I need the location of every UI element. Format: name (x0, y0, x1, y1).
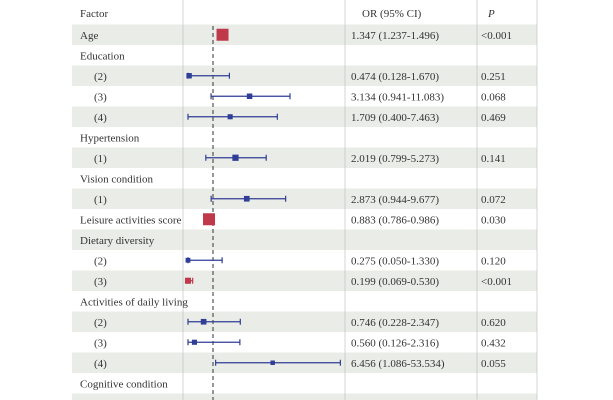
group-label: Education (80, 50, 125, 62)
point-estimate (191, 339, 197, 345)
row-stripe (72, 147, 537, 168)
group-label: Cognitive condition (80, 378, 168, 390)
factor-label: (1) (94, 153, 107, 165)
or-ci-value: 0.275 (0.050-1.330) (351, 255, 439, 267)
or-ci-value: 0.199 (0.069-0.530) (351, 276, 439, 288)
row-stripe (72, 106, 537, 127)
or-ci-value: 0.883 (0.786-0.986) (351, 214, 439, 226)
p-value: 0.141 (481, 153, 506, 165)
or-ci-value: 6.769 (2.629-18.916) (351, 399, 445, 400)
point-estimate (200, 318, 207, 325)
factor-label: (3) (94, 276, 107, 288)
point-estimate (227, 114, 233, 120)
factor-label: (4) (94, 112, 107, 124)
point-estimate (186, 73, 192, 79)
table-header: Factor OR (95% CI) P (80, 8, 495, 20)
factor-label: (2) (94, 255, 107, 267)
table-cells: Age 1.347 (1.237-1.496) <0.001 Education (2)… (80, 30, 512, 400)
row-stripe (72, 65, 537, 86)
factor-label: (1) (94, 399, 107, 400)
point-estimate (203, 213, 216, 226)
row-stripe (72, 311, 537, 332)
or-ci-value: 1.347 (1.237-1.496) (351, 30, 439, 42)
p-value: 0.030 (481, 214, 506, 226)
or-ci-value: 2.019 (0.799-5.273) (351, 153, 439, 165)
factor-label: (3) (94, 337, 107, 349)
row-stripe (72, 270, 537, 291)
or-ci-value: 1.709 (0.400-7.463) (351, 112, 439, 124)
p-value: <0.001 (481, 276, 512, 288)
or-ci-value: 0.746 (0.228-2.347) (351, 317, 439, 329)
row-stripe (72, 24, 537, 45)
group-label: Dietary diversity (80, 235, 155, 247)
row-stripes (72, 24, 537, 400)
factor-column-header: Factor (80, 8, 108, 20)
or-ci-value: 6.456 (1.086-53.534) (351, 358, 445, 370)
factor-label: Age (80, 30, 98, 42)
point-estimate (246, 93, 253, 100)
point-estimate (216, 28, 229, 41)
p-column-header: P (487, 8, 495, 20)
factor-label: Leisure activities score (80, 214, 182, 226)
group-label: Activities of daily living (80, 296, 188, 308)
point-estimate (243, 195, 250, 202)
factor-label: (2) (94, 317, 107, 329)
factor-label: (1) (94, 194, 107, 206)
or-ci-value: 2.873 (0.944-9.677) (351, 194, 439, 206)
group-label: Hypertension (80, 132, 140, 144)
factor-label: (4) (94, 358, 107, 370)
p-value: 0.251 (481, 71, 506, 83)
or-ci-column-header: OR (95% CI) (362, 8, 422, 20)
or-ci-value: 3.134 (0.941-11.083) (351, 91, 444, 103)
p-value: <0.001 (481, 30, 512, 42)
factor-label: (2) (94, 71, 107, 83)
column-dividers (182, 0, 538, 400)
row-stripe (72, 229, 537, 250)
p-value: 0.072 (481, 194, 506, 206)
point-estimate (270, 360, 275, 365)
p-value: 0.620 (481, 317, 506, 329)
group-label: Vision condition (80, 173, 153, 185)
p-value: 0.068 (481, 91, 506, 103)
factor-label: (3) (94, 91, 107, 103)
or-ci-value: 0.474 (0.128-1.670) (351, 71, 439, 83)
point-estimate (184, 277, 192, 284)
p-value: 0.469 (481, 112, 506, 124)
row-stripe (72, 393, 537, 400)
p-value: 0.432 (481, 337, 506, 349)
estimate-marks (184, 28, 341, 366)
p-value: <0.001 (481, 399, 512, 400)
p-value: 0.120 (481, 255, 506, 267)
row-stripe (72, 188, 537, 209)
point-estimate (185, 257, 191, 263)
p-value: 0.055 (481, 358, 506, 370)
point-estimate (232, 154, 239, 161)
or-ci-value: 0.560 (0.126-2.316) (351, 337, 439, 349)
